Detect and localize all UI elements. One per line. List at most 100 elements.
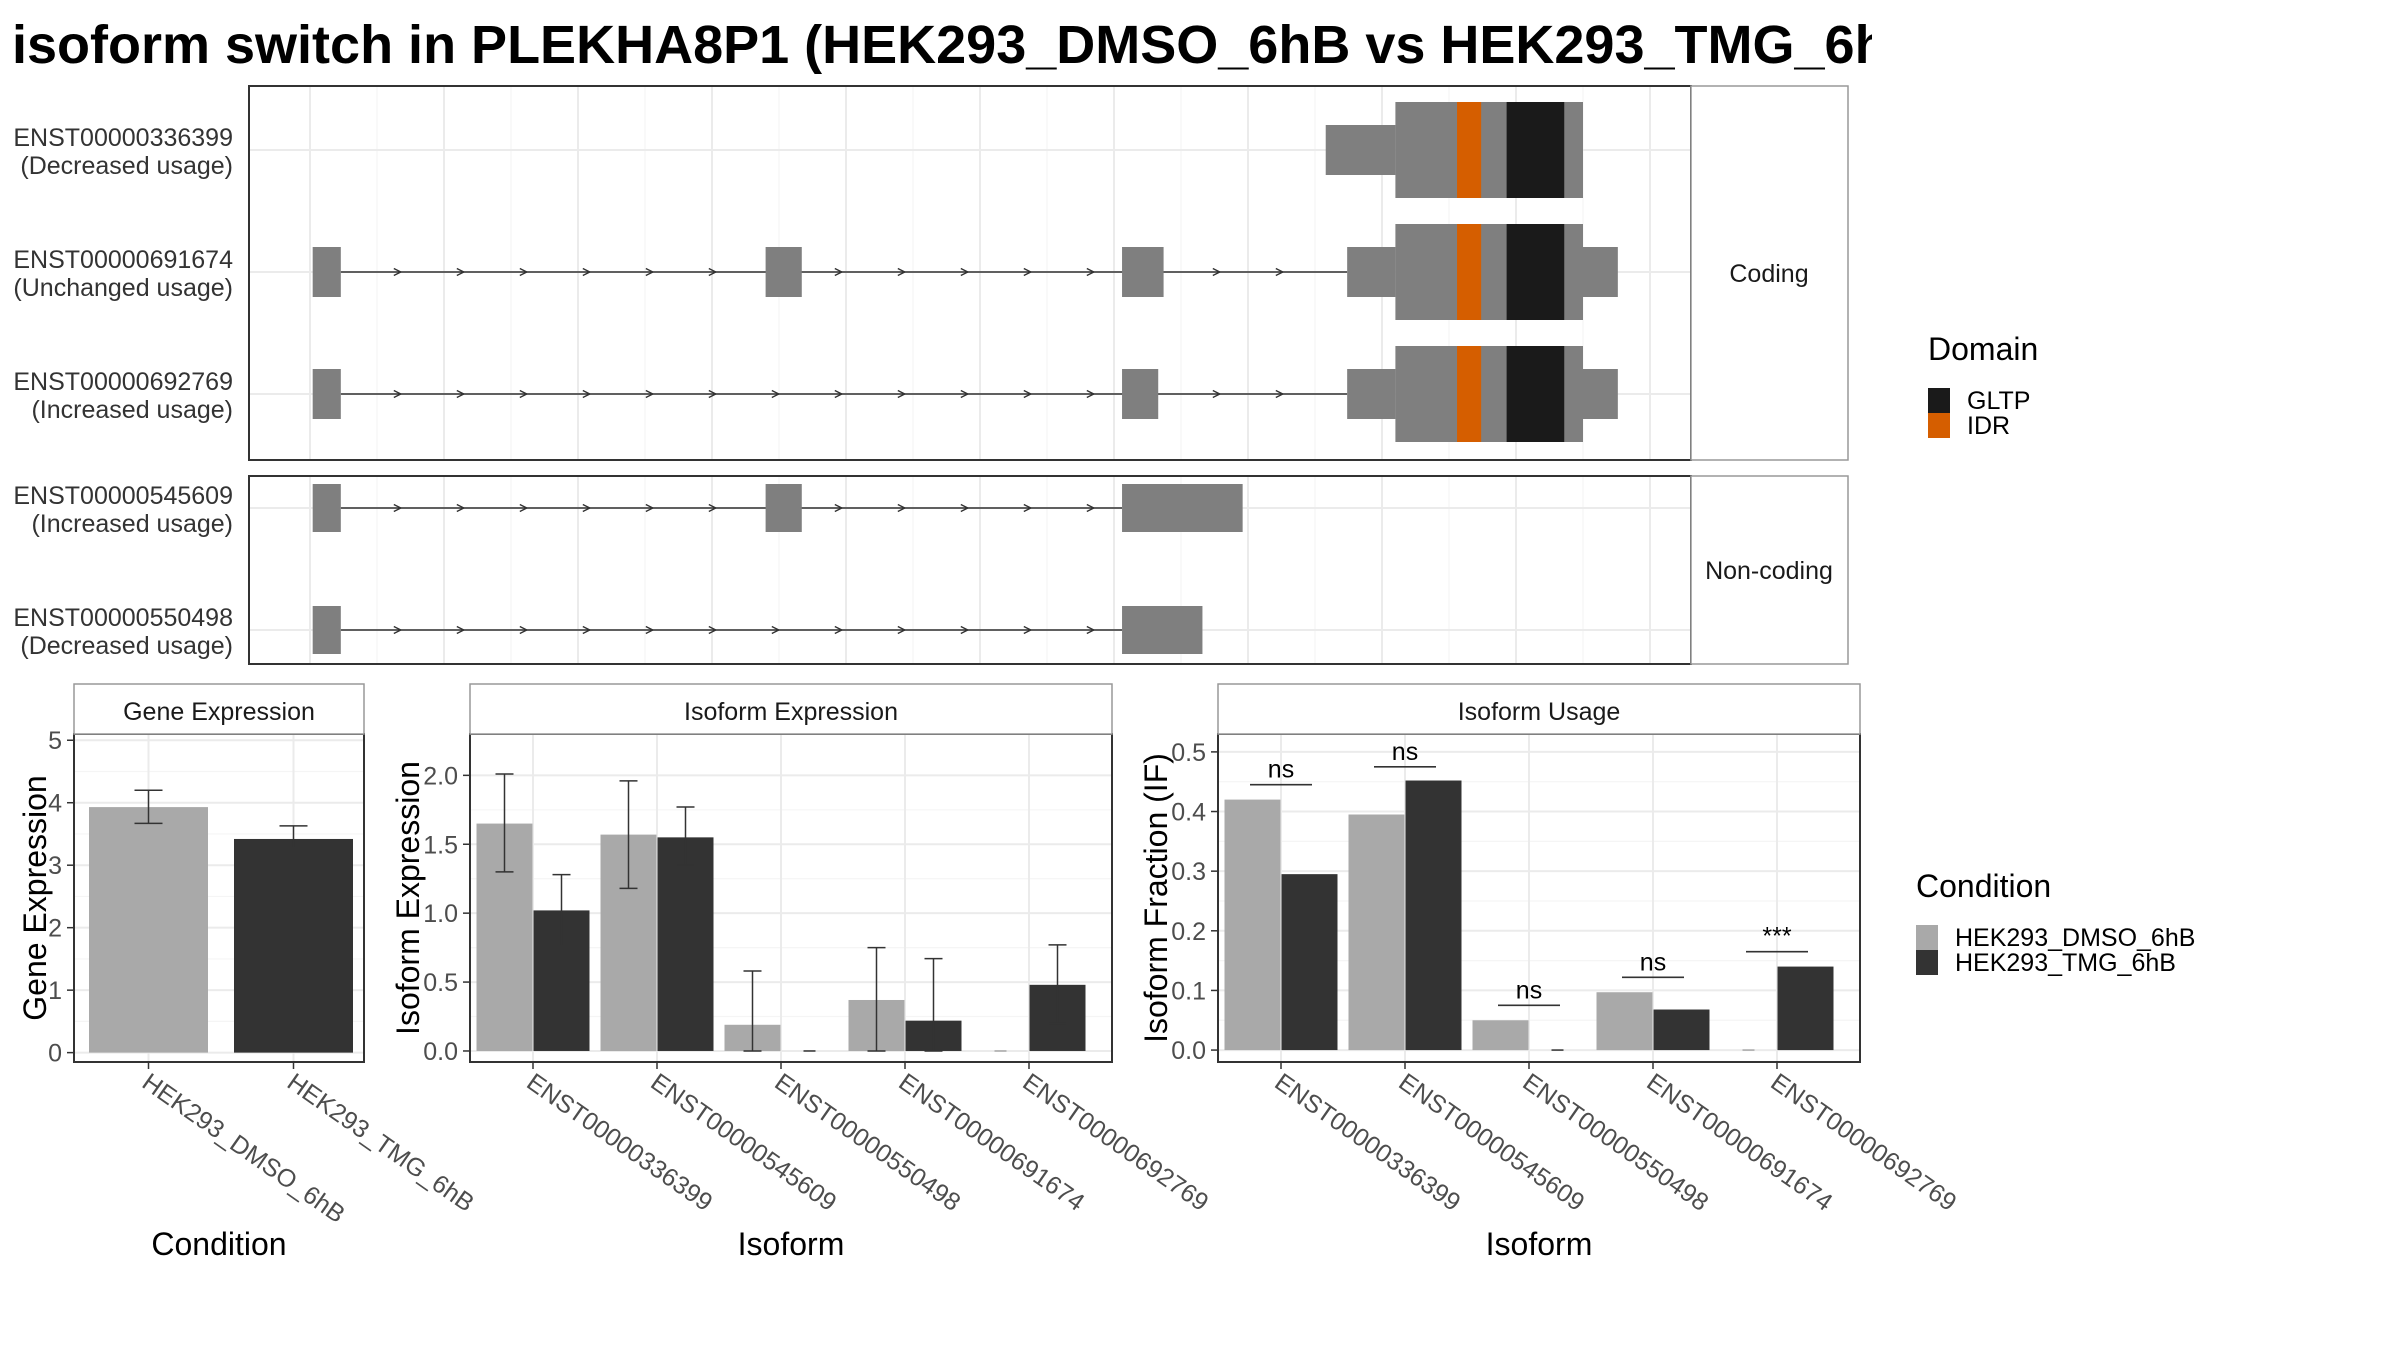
y-tick-label: 1 [48, 977, 62, 1005]
intron-arrow [960, 625, 970, 635]
y-tick-label: 2.0 [423, 762, 458, 790]
domain-idr [1457, 102, 1482, 198]
y-tick-label: 1.0 [423, 900, 458, 928]
transcript-ENST00000691674: ENST00000691674(Unchanged usage) [13, 224, 1618, 320]
legend-swatch [1916, 950, 1938, 975]
domain-gltp [1506, 224, 1565, 320]
significance-label: ns [1392, 738, 1418, 766]
domain-idr [1457, 224, 1482, 320]
intron-arrow [1275, 389, 1285, 399]
intron-arrow [1275, 267, 1285, 277]
y-axis-label: Isoform Fraction (IF) [1138, 753, 1174, 1043]
chart-title: Gene Expression [123, 698, 315, 726]
intron-arrow [393, 267, 403, 277]
transcript-ENST00000545609: ENST00000545609(Increased usage) [13, 482, 1243, 538]
exon-block [1122, 484, 1243, 532]
intron-arrow [771, 625, 781, 635]
chart-title: Isoform Expression [684, 698, 898, 726]
transcript-id-label: ENST00000545609 [13, 482, 233, 510]
significance-label: ns [1640, 948, 1666, 976]
x-axis-label: Isoform [1486, 1226, 1593, 1262]
y-tick-label: 0.2 [1171, 918, 1206, 946]
facet-strip [469, 683, 1113, 735]
structure-panel-coding: Coding ENST00000336399(Decreased usage) EN… [13, 85, 1849, 461]
y-tick-label: 4 [48, 790, 62, 818]
y-tick-label: 0.0 [1171, 1037, 1206, 1065]
exon-block [1583, 247, 1618, 297]
chart-isoform-usage: ns ns ns ns *** Isoform Usage 0.0 0.1 0.2 0.3 0.4 0… [1138, 683, 1962, 1262]
transcript-id-label: ENST00000550498 [13, 604, 233, 632]
y-tick-label: 0.5 [423, 969, 458, 997]
legend-label: IDR [1967, 412, 2010, 440]
intron-arrow [1212, 267, 1222, 277]
chart-title: Isoform Usage [1458, 698, 1621, 726]
domain-idr [1457, 346, 1482, 442]
intron-arrow [960, 389, 970, 399]
transcript-usage-label: (Unchanged usage) [13, 274, 233, 302]
intron-arrow [519, 625, 529, 635]
bar [1653, 1009, 1710, 1051]
intron-arrow [582, 389, 592, 399]
intron-arrow [708, 503, 718, 513]
intron-arrow [771, 389, 781, 399]
y-tick-label: 5 [48, 727, 62, 755]
transcript-usage-label: (Increased usage) [31, 510, 233, 538]
intron-arrow [519, 503, 529, 513]
intron-arrow [834, 267, 844, 277]
intron-arrow [456, 389, 466, 399]
exon-block [312, 369, 341, 419]
legend-title: Domain [1928, 331, 2038, 367]
bar [657, 837, 714, 1051]
legend-label: GLTP [1967, 387, 2030, 415]
legend-label: HEK293_DMSO_6hB [1955, 924, 2195, 952]
facet-label: Non-coding [1705, 557, 1833, 585]
exon-block [1347, 247, 1396, 297]
significance-label: *** [1762, 923, 1791, 951]
bar [1405, 780, 1462, 1051]
bar [234, 838, 353, 1053]
facet-strip [1217, 683, 1861, 735]
transcript-usage-label: (Increased usage) [31, 396, 233, 424]
intron-arrow [1023, 625, 1033, 635]
exon-block [765, 247, 802, 297]
intron-arrow [1023, 267, 1033, 277]
intron-arrow [708, 267, 718, 277]
intron-arrow [1212, 389, 1222, 399]
intron-arrow [582, 267, 592, 277]
exon-block [1122, 369, 1159, 419]
intron-arrow [960, 503, 970, 513]
transcript-id-label: ENST00000692769 [13, 368, 233, 396]
intron-arrow [456, 503, 466, 513]
chart-isoform-expression: Isoform Expression0.00.51.01.52.0ENST000… [390, 683, 1214, 1262]
transcript-ENST00000692769: ENST00000692769(Increased usage) [13, 346, 1618, 442]
intron-arrow [582, 503, 592, 513]
x-axis-label: Isoform [738, 1226, 845, 1262]
y-tick-label: 1.5 [423, 831, 458, 859]
intron-arrow [1086, 503, 1096, 513]
facet-strip [1690, 85, 1849, 461]
exon-block [1122, 247, 1164, 297]
y-tick-label: 0.5 [1171, 739, 1206, 767]
facet-strip [1690, 475, 1849, 665]
intron-arrow [834, 625, 844, 635]
facet-strip [73, 683, 365, 735]
intron-arrow [1023, 389, 1033, 399]
y-tick-label: 3 [48, 852, 62, 880]
transcript-usage-label: (Decreased usage) [20, 152, 233, 180]
y-tick-label: 0.1 [1171, 977, 1206, 1005]
bar [1472, 1020, 1529, 1051]
intron-arrow [645, 389, 655, 399]
exon-block [312, 484, 341, 532]
transcript-ENST00000550498: ENST00000550498(Decreased usage) [13, 604, 1203, 660]
exon-block [1122, 606, 1203, 654]
y-tick-label: 0.4 [1171, 799, 1206, 827]
intron-arrow [519, 389, 529, 399]
facet-label: Coding [1729, 260, 1808, 288]
y-tick-label: 0.0 [423, 1038, 458, 1066]
transcript-usage-label: (Decreased usage) [20, 632, 233, 660]
transcript-ENST00000336399: ENST00000336399(Decreased usage) [13, 102, 1583, 198]
y-tick-label: 2 [48, 915, 62, 943]
bar [1348, 814, 1405, 1051]
intron-arrow [519, 267, 529, 277]
